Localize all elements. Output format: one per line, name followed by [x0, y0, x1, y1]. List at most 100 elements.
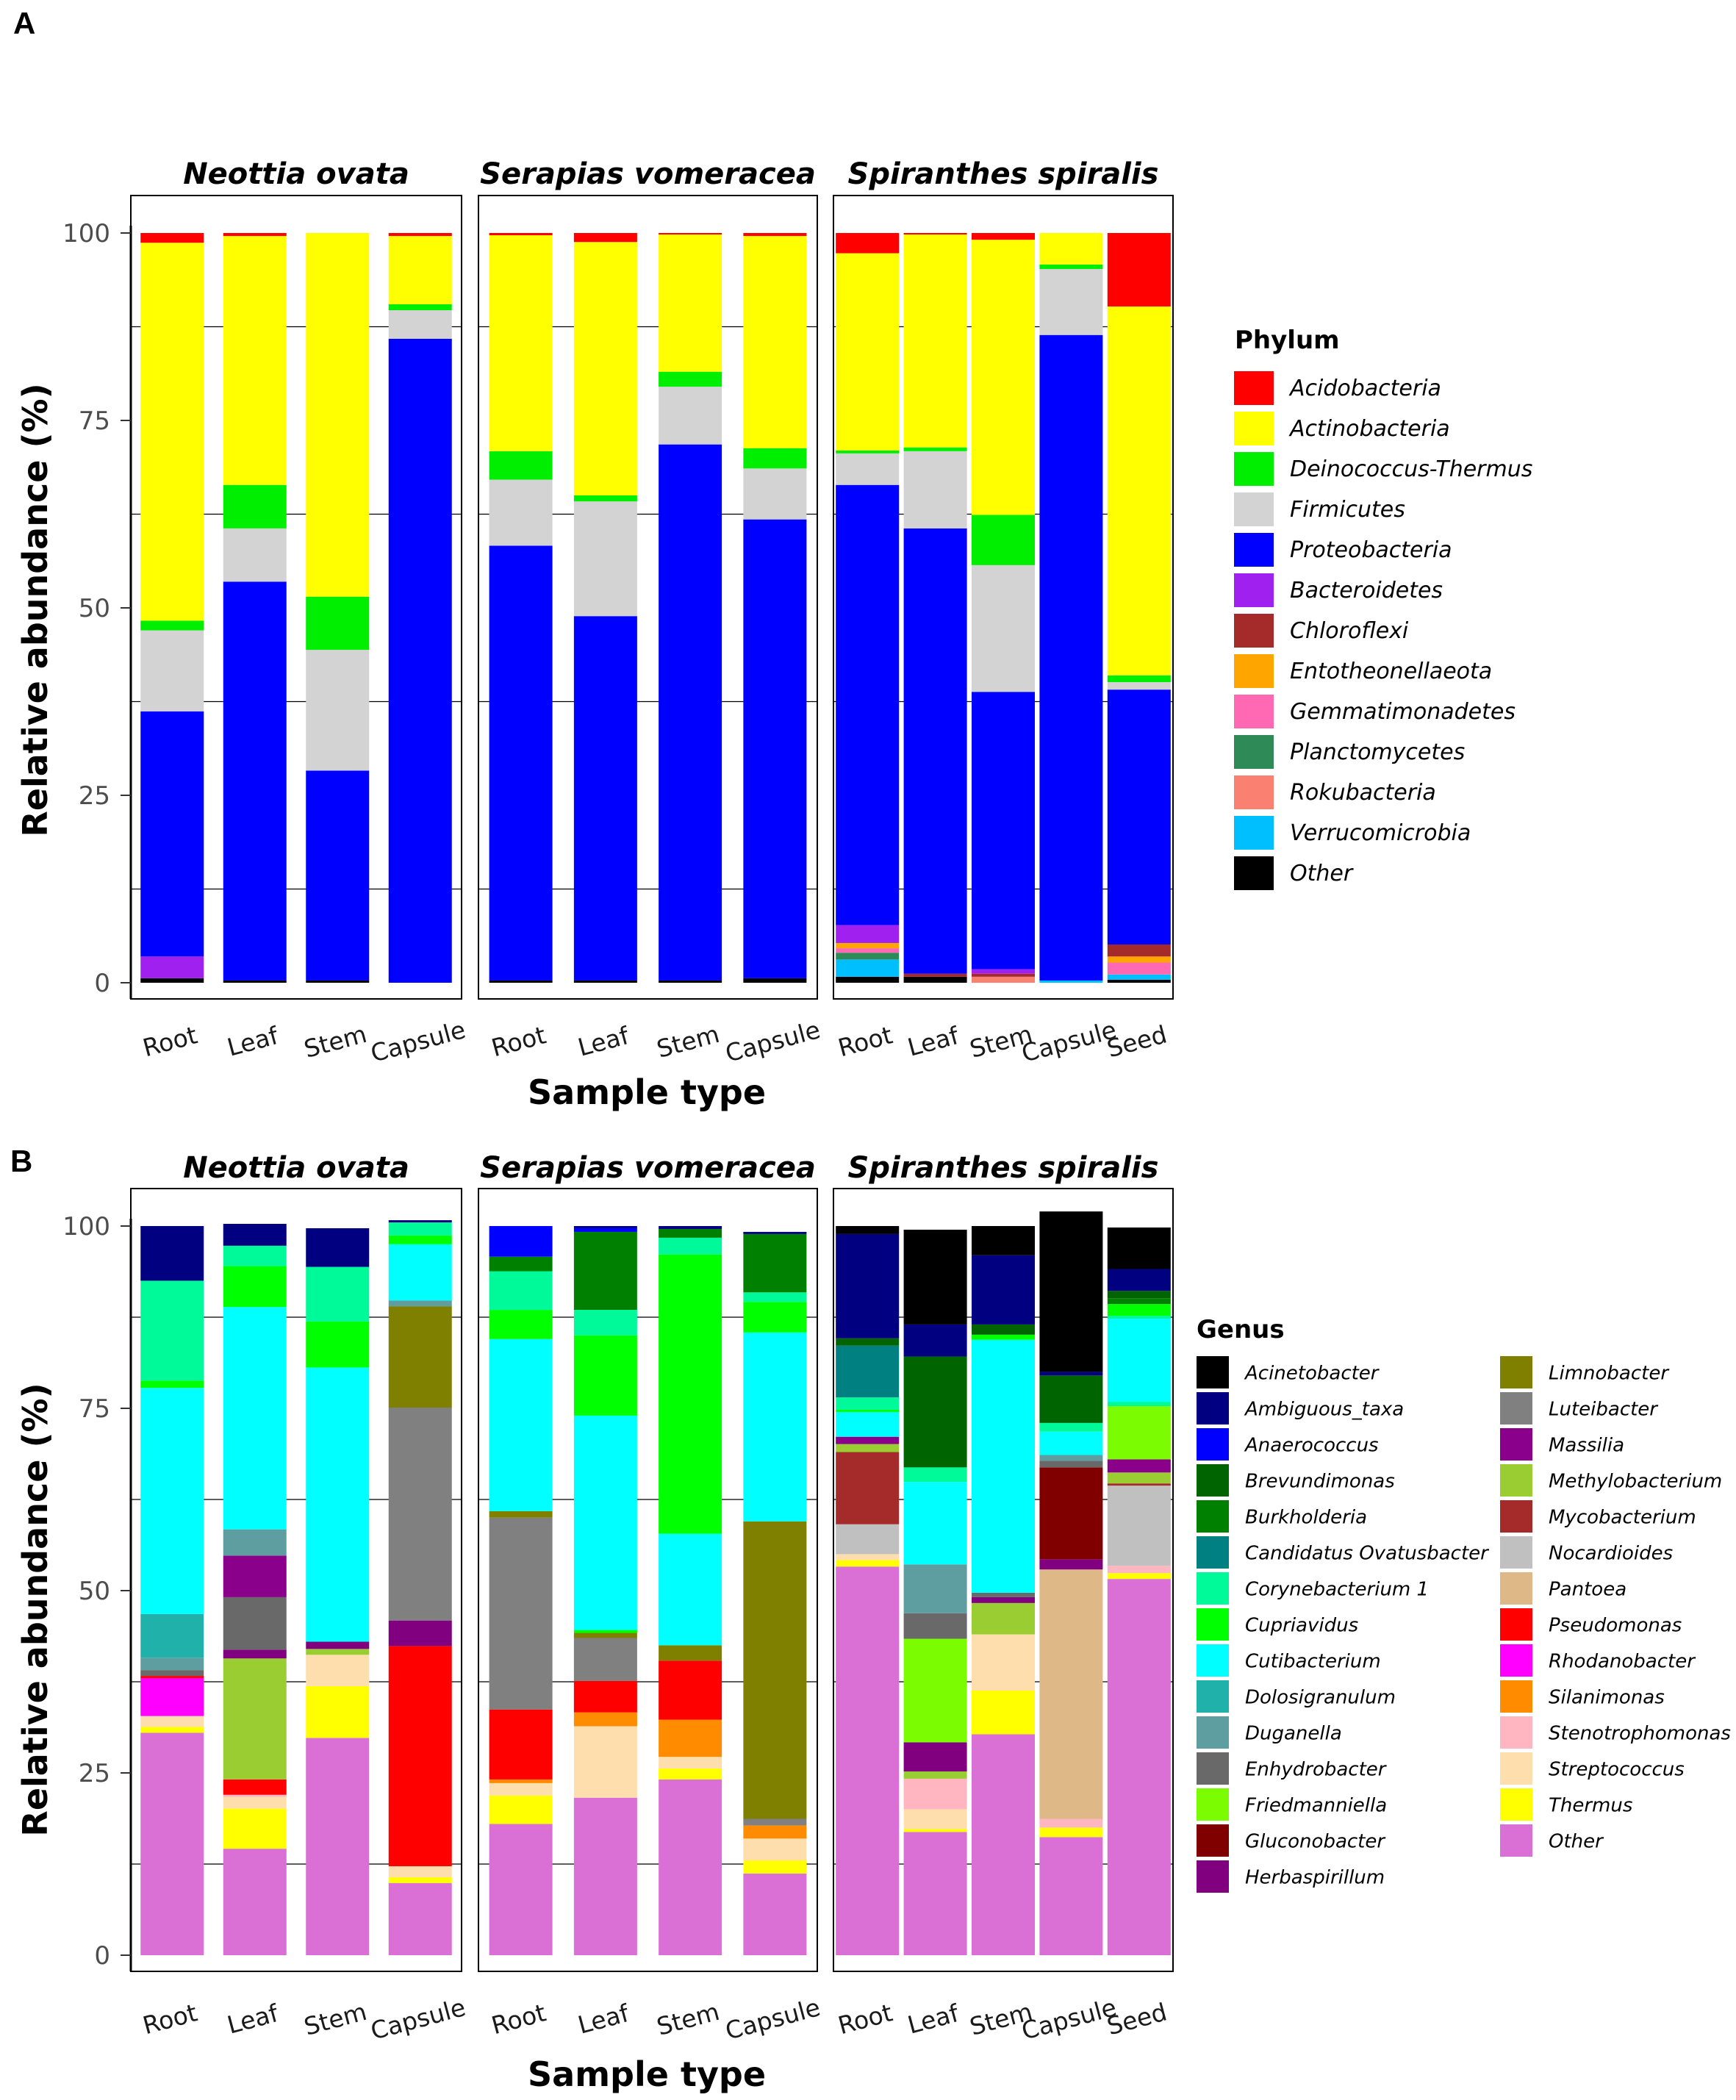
- legend-label: Luteibacter: [1549, 1399, 1659, 1421]
- bar-segment-acinetobacter: [1039, 1211, 1103, 1372]
- bar-segment-methylobacterium: [223, 1658, 287, 1780]
- bar-segment-ambiguous-taxa: [223, 1224, 287, 1246]
- bar-segment-cutibacterium: [836, 1411, 900, 1437]
- y-axis-title: Relative abundance (%): [15, 1383, 55, 1836]
- legend-item: Burkholderia: [1197, 1500, 1367, 1533]
- bar-segment-bacteroidetes: [140, 956, 204, 978]
- legend-item: Corynebacterium 1: [1197, 1572, 1429, 1605]
- bar-segment-cutibacterium: [903, 1482, 967, 1565]
- legend-phylum: Phylum Acidobacteria Actinobacteria Deinoc…: [1234, 326, 1532, 890]
- bar-segment-other: [223, 1849, 287, 1955]
- legend-swatch: [1500, 1608, 1532, 1641]
- bar-segment-methylobacterium: [836, 1444, 900, 1452]
- bar-segment-enhydrobacter: [223, 1596, 287, 1650]
- legend-label: Acidobacteria: [1288, 376, 1441, 401]
- bar-segment-methylobacterium: [903, 1771, 967, 1779]
- bar-segment-proteobacteria: [836, 484, 900, 925]
- bar-segment-pseudomonas: [388, 1646, 452, 1866]
- legend-item: Rhodanobacter: [1500, 1644, 1696, 1677]
- bar-segment-acidobacteria: [659, 233, 722, 235]
- bar-segment-silanimonas: [489, 1779, 553, 1783]
- bar-segment-luteibacter: [388, 1408, 452, 1621]
- legend-label: Silanimonas: [1549, 1687, 1665, 1709]
- legend-item: Ambiguous_taxa: [1197, 1392, 1404, 1425]
- bar-segment-enhydrobacter: [140, 1670, 204, 1677]
- legend-swatch: [1234, 452, 1274, 486]
- legend-swatch: [1197, 1644, 1229, 1677]
- bar-segment-cupriavidus: [972, 1334, 1035, 1340]
- bar-segment-deinococcus-thermus: [903, 447, 967, 451]
- legend-swatch: [1197, 1860, 1229, 1893]
- legend-item: Stenotrophomonas: [1500, 1716, 1731, 1749]
- legend-label: Anaerococcus: [1244, 1435, 1379, 1457]
- bar-segment-cutibacterium: [1039, 1431, 1103, 1455]
- legend-label: Entotheonellaeota: [1290, 659, 1492, 684]
- bar-segment-thermus: [223, 1808, 287, 1849]
- legend-item: Gemmatimonadetes: [1234, 695, 1516, 728]
- legend-swatch: [1500, 1752, 1532, 1785]
- legend-swatch: [1500, 1392, 1532, 1425]
- bar-segment-duganella: [140, 1658, 204, 1671]
- x-axis-title: Sample type: [528, 2054, 766, 2094]
- legend-label: Nocardioides: [1549, 1543, 1673, 1565]
- bar-segment-cutibacterium: [1107, 1318, 1171, 1402]
- y-tick-label: 100: [62, 1212, 110, 1241]
- bar-segment-proteobacteria: [1107, 689, 1171, 945]
- bar-segment-streptococcus: [972, 1634, 1035, 1691]
- bar-segment-cutibacterium: [223, 1307, 287, 1530]
- legend-label: Planctomycetes: [1290, 739, 1465, 765]
- bar-segment-proteobacteria: [1039, 334, 1103, 981]
- bar-segment-streptococcus: [573, 1726, 637, 1798]
- bar-segment-firmicutes: [903, 451, 967, 528]
- bar-segment-streptococcus: [140, 1716, 204, 1727]
- bar-segment-corynebacterium-1: [306, 1266, 370, 1322]
- bar-segment-enhydrobacter: [903, 1613, 967, 1639]
- facet-title: Neottia ovata: [183, 1151, 409, 1185]
- legend-label: Gluconobacter: [1245, 1831, 1386, 1853]
- facet-title: Serapias vomeracea: [480, 1151, 816, 1185]
- legend-item: Limnobacter: [1500, 1356, 1670, 1388]
- bar-segment-proteobacteria: [972, 692, 1035, 970]
- legend-item: Pseudomonas: [1500, 1608, 1682, 1641]
- facet-title: Serapias vomeracea: [480, 157, 816, 191]
- legend-label: Candidatus Ovatusbacter: [1245, 1543, 1490, 1565]
- bar-segment-firmicutes: [573, 501, 637, 617]
- bar-segment-silanimonas: [659, 1719, 722, 1757]
- legend-label: Stenotrophomonas: [1549, 1723, 1731, 1745]
- bar-segment-herbaspirillum: [223, 1649, 287, 1659]
- bar-segment-proteobacteria: [573, 616, 637, 981]
- legend-label: Herbaspirillum: [1245, 1867, 1385, 1889]
- bar-capsule: [1039, 1211, 1103, 1955]
- legend-swatch: [1234, 492, 1274, 526]
- y-tick-label: 25: [79, 781, 110, 811]
- bar-segment-cutibacterium: [659, 1533, 722, 1646]
- bar-segment-pseudomonas: [489, 1709, 553, 1780]
- bar-segment-herbaspirillum: [388, 1620, 452, 1646]
- bar-segment-actinobacteria: [306, 233, 370, 597]
- bar-segment-stenotrophomonas: [223, 1794, 287, 1797]
- legend-item: Acinetobacter: [1197, 1356, 1380, 1388]
- bar-segment-other: [836, 1566, 900, 1955]
- bar-segment-cupriavidus: [140, 1380, 204, 1388]
- bar-segment-thermus: [140, 1727, 204, 1733]
- bar-segment-other: [836, 976, 900, 983]
- legend-item: Silanimonas: [1500, 1680, 1665, 1713]
- bar-segment-burkholderia: [573, 1231, 637, 1311]
- bar-segment-cupriavidus: [659, 1254, 722, 1534]
- legend-item: Duganella: [1197, 1716, 1342, 1749]
- bar-segment-acidobacteria: [972, 233, 1035, 240]
- legend-title: Genus: [1197, 1315, 1285, 1344]
- legend-swatch: [1500, 1536, 1532, 1569]
- bar-segment-deinococcus-thermus: [659, 371, 722, 387]
- bar-segment-herbaspirillum: [306, 1641, 370, 1649]
- legend-genus: Genus Acinetobacter Ambiguous_taxa Anaeroc…: [1197, 1315, 1731, 1893]
- y-tick-label: 0: [94, 969, 110, 998]
- y-tick-label: 100: [62, 219, 110, 248]
- bar-segment-ambiguous-taxa: [388, 1220, 452, 1223]
- legend-label: Pantoea: [1549, 1579, 1626, 1601]
- bar-segment-burkholderia: [489, 1256, 553, 1272]
- bar-segment-gemmatimonadetes: [1107, 962, 1171, 975]
- legend-item: Thermus: [1500, 1788, 1632, 1821]
- y-tick-label: 0: [94, 1941, 110, 1971]
- bar-segment-other: [659, 1779, 722, 1955]
